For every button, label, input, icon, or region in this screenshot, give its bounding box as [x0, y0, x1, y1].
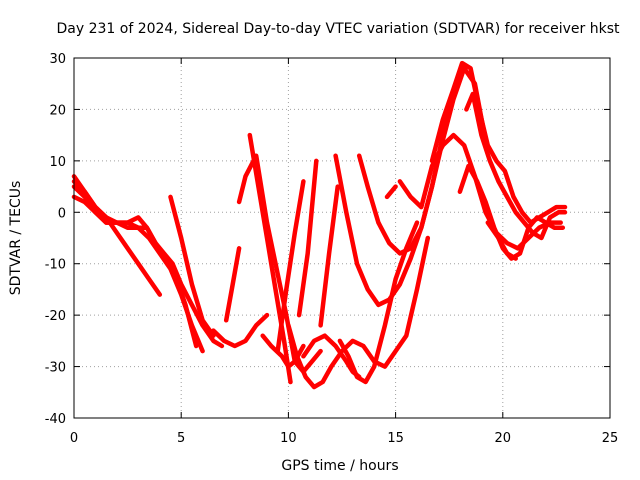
chart-title: Day 231 of 2024, Sidereal Day-to-day VTE… [57, 21, 620, 37]
series-arc-7 [236, 153, 323, 374]
series-arc-18 [356, 66, 488, 256]
series-arc-21 [429, 60, 568, 225]
x-tick-label: 10 [280, 431, 297, 446]
x-axis-title: GPS time / hours [281, 458, 398, 474]
series-arc-4 [71, 179, 199, 349]
series-arc-19 [384, 184, 398, 200]
series-arc-9 [223, 246, 242, 323]
y-tick-label: 10 [49, 155, 66, 170]
series-arc-12 [286, 235, 431, 390]
series-arc-11 [275, 179, 306, 354]
y-axis-title: SDTVAR / TECUs [8, 181, 24, 296]
y-tick-label: 20 [49, 103, 66, 118]
grid [74, 58, 610, 418]
x-tick-label: 0 [70, 431, 78, 446]
plot-area [71, 60, 568, 390]
series-arc-23 [464, 91, 568, 241]
y-tick-label: 0 [58, 206, 66, 221]
y-tick-label: -20 [45, 309, 66, 324]
series-arc-6 [211, 312, 270, 349]
y-tick-label: -30 [45, 361, 66, 376]
x-tick-label: 25 [602, 431, 619, 446]
y-tick-label: -10 [45, 258, 66, 273]
x-tick-label: 15 [387, 431, 404, 446]
series-arc-13 [296, 158, 319, 318]
series-arc-16 [333, 91, 456, 308]
series-arc-24 [485, 220, 518, 261]
series-arc-5 [168, 194, 216, 338]
series-arc-17 [337, 220, 420, 385]
plot-frame [73, 57, 611, 419]
y-tick-label: -40 [45, 412, 66, 427]
x-tick-label: 20 [495, 431, 512, 446]
series-arc-15 [318, 184, 340, 328]
series-arc-8 [247, 132, 293, 385]
x-tick-label: 5 [177, 431, 185, 446]
axis-ticks: 0 5 10 15 20 25 30 20 10 0 -10 -20 -30 -40 [45, 52, 619, 446]
y-tick-label: 30 [49, 52, 66, 67]
